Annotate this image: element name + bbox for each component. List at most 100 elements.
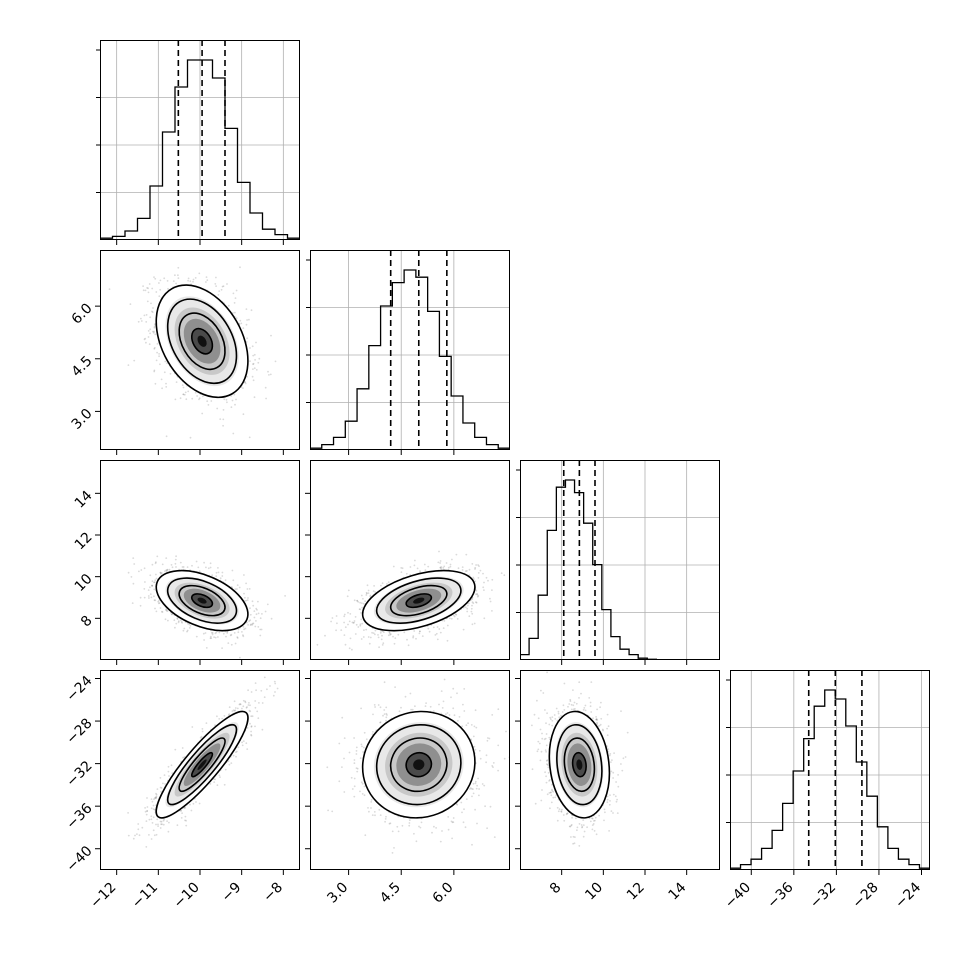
scatter-point [153, 834, 156, 837]
scatter-point [415, 637, 417, 640]
scatter-point [367, 592, 370, 594]
scatter-point [369, 594, 372, 597]
scatter-point [215, 571, 218, 574]
panel-frame [310, 250, 510, 450]
scatter-point [153, 599, 156, 602]
scatter-point [220, 288, 223, 291]
scatter-point [387, 581, 390, 584]
scatter-point [438, 628, 441, 630]
scatter-point [198, 397, 201, 400]
panel-frame [100, 460, 300, 660]
scatter-point [369, 595, 372, 598]
scatter-point [239, 266, 241, 269]
scatter-point [259, 617, 262, 620]
scatter-point [203, 561, 205, 564]
contour-line-2 [166, 577, 238, 624]
scatter-point [151, 585, 153, 587]
contour-line-1 [155, 284, 249, 399]
scatter-point [167, 287, 169, 290]
scatter-point [148, 283, 151, 285]
scatter-point [248, 620, 251, 622]
scatter-point [215, 631, 218, 634]
scatter-point [232, 312, 234, 314]
scatter-point [166, 569, 169, 571]
scatter-point [165, 569, 168, 572]
panel-frame [520, 460, 720, 660]
scatter-point [222, 424, 224, 427]
scatter-point [219, 577, 222, 580]
scatter-point [491, 610, 493, 612]
scatter-point [343, 621, 345, 624]
scatter-point [140, 317, 142, 320]
scatter-point [451, 558, 453, 561]
scatter-point [360, 612, 362, 614]
scatter-point [169, 372, 172, 375]
scatter-point [356, 600, 359, 602]
scatter-point [365, 628, 368, 631]
scatter-point [351, 621, 354, 624]
scatter-point [222, 632, 225, 635]
scatter-point [198, 570, 201, 573]
y-tick-label: 12 [72, 529, 96, 553]
scatter-point [232, 292, 235, 295]
scatter-point [173, 619, 176, 622]
scatter-point [187, 390, 190, 393]
scatter-point [466, 607, 469, 610]
scatter-point [138, 570, 140, 573]
scatter-point [176, 617, 179, 620]
scatter-point [264, 610, 267, 613]
scatter-point [234, 588, 237, 590]
scatter-point [170, 564, 173, 566]
scatter-point [186, 629, 189, 632]
scatter-point [179, 561, 182, 564]
scatter-point [158, 602, 161, 604]
scatter-point [405, 572, 408, 575]
scatter-point [423, 563, 426, 566]
scatter-point [157, 600, 160, 603]
scatter-point [221, 575, 224, 577]
scatter-point [237, 628, 240, 631]
panel-content [127, 676, 279, 848]
scatter-point [392, 635, 394, 638]
scatter-point [188, 627, 191, 629]
scatter-point [465, 553, 468, 556]
scatter-point [242, 413, 245, 416]
scatter-point [155, 561, 157, 564]
scatter-point [439, 566, 442, 569]
scatter-point [171, 566, 174, 569]
scatter-point [148, 597, 150, 599]
scatter-point [367, 636, 370, 638]
scatter-point [150, 596, 153, 599]
scatter-point [374, 629, 377, 632]
scatter-point [439, 566, 442, 569]
scatter-point [127, 364, 130, 366]
scatter-point [165, 382, 167, 385]
scatter-point [158, 355, 160, 358]
scatter-point [150, 302, 152, 305]
hist-panel-2 [516, 460, 720, 665]
scatter-point [175, 622, 178, 625]
scatter-point [242, 387, 244, 389]
scatter-point [251, 623, 254, 626]
scatter-point [148, 343, 151, 346]
scatter-point [226, 283, 228, 285]
scatter-point [253, 367, 256, 370]
scatter-point [413, 564, 416, 567]
scatter-point [366, 592, 368, 595]
scatter-point [346, 595, 349, 598]
scatter-point [471, 604, 473, 607]
scatter-point [142, 289, 145, 292]
scatter-point [191, 397, 194, 400]
scatter-point [388, 631, 391, 634]
scatter-point [231, 399, 234, 402]
scatter-point [242, 327, 245, 329]
scatter-point [140, 320, 143, 322]
scatter-point [149, 586, 151, 589]
scatter-point [160, 378, 163, 381]
scatter-point [242, 635, 245, 638]
scatter-point [349, 637, 352, 640]
scatter-point [227, 642, 230, 644]
scatter-point [153, 326, 156, 329]
scatter-point [217, 571, 220, 574]
scatter-point [477, 572, 480, 574]
